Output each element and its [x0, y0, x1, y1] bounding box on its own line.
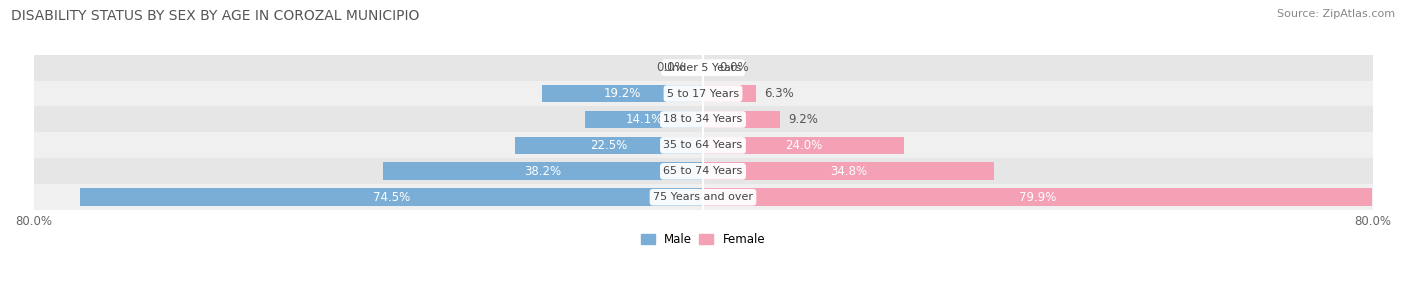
Bar [34, 158, 1372, 184]
Bar [34, 106, 1372, 132]
Text: 75 Years and over: 75 Years and over [652, 192, 754, 202]
Bar [515, 137, 703, 154]
Text: 65 to 74 Years: 65 to 74 Years [664, 166, 742, 176]
Legend: Male, Female: Male, Female [636, 228, 770, 251]
Text: 19.2%: 19.2% [605, 87, 641, 100]
Text: 14.1%: 14.1% [626, 113, 662, 126]
Bar [34, 132, 1372, 158]
Text: Source: ZipAtlas.com: Source: ZipAtlas.com [1277, 9, 1395, 19]
Text: 18 to 34 Years: 18 to 34 Years [664, 114, 742, 124]
Text: 0.0%: 0.0% [657, 61, 686, 74]
Bar [543, 85, 703, 102]
Bar [703, 163, 994, 180]
Text: DISABILITY STATUS BY SEX BY AGE IN COROZAL MUNICIPIO: DISABILITY STATUS BY SEX BY AGE IN COROZ… [11, 9, 419, 23]
Text: 9.2%: 9.2% [789, 113, 818, 126]
Bar [80, 188, 703, 206]
Text: 24.0%: 24.0% [785, 139, 823, 152]
Text: 35 to 64 Years: 35 to 64 Years [664, 140, 742, 150]
Bar [703, 111, 780, 128]
Text: 5 to 17 Years: 5 to 17 Years [666, 88, 740, 99]
Bar [34, 184, 1372, 210]
Bar [585, 111, 703, 128]
Text: Under 5 Years: Under 5 Years [665, 63, 741, 73]
Bar [703, 85, 755, 102]
Bar [703, 137, 904, 154]
Bar [703, 188, 1372, 206]
Bar [384, 163, 703, 180]
Bar [34, 81, 1372, 106]
Text: 74.5%: 74.5% [373, 191, 411, 204]
Text: 79.9%: 79.9% [1018, 191, 1056, 204]
Text: 22.5%: 22.5% [591, 139, 627, 152]
Text: 34.8%: 34.8% [830, 165, 868, 178]
Bar [34, 55, 1372, 81]
Text: 38.2%: 38.2% [524, 165, 562, 178]
Text: 0.0%: 0.0% [720, 61, 749, 74]
Text: 6.3%: 6.3% [763, 87, 794, 100]
